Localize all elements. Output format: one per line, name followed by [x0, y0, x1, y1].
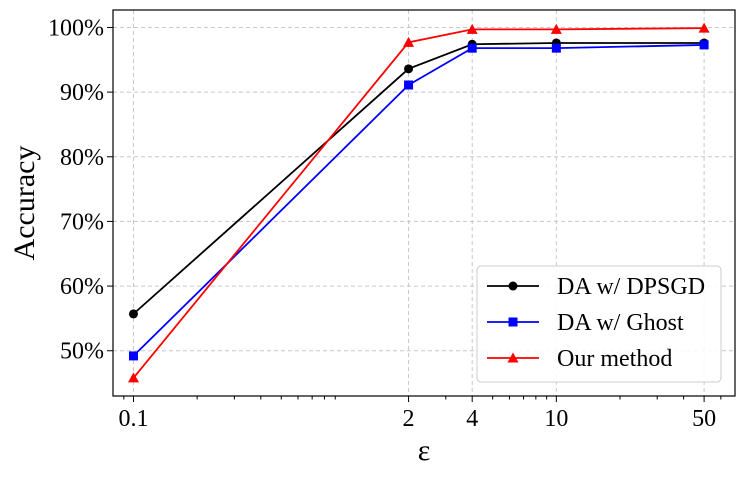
- x-axis-label: ε: [418, 434, 431, 467]
- data-point-da-w-ghost: [404, 80, 414, 90]
- data-point-da-w-dpsgd: [128, 309, 138, 319]
- data-point-our-method: [550, 23, 562, 34]
- data-point-our-method: [466, 23, 478, 34]
- series-lines: [127, 22, 710, 383]
- x-tick-label: 10: [544, 406, 568, 432]
- y-tick-label: 80%: [60, 145, 104, 171]
- data-point-da-w-ghost: [551, 43, 561, 53]
- y-axis-label: Accuracy: [8, 146, 41, 261]
- legend-marker-our-method: [507, 352, 519, 363]
- y-tick-label: 50%: [60, 339, 104, 365]
- data-point-our-method: [127, 372, 139, 383]
- legend-box: [476, 265, 722, 383]
- legend-marker-da-w-ghost: [508, 317, 518, 327]
- y-tick-label: 70%: [60, 209, 104, 235]
- data-point-da-w-ghost: [128, 351, 138, 361]
- legend-label-da-w-ghost: DA w/ Ghost: [557, 310, 684, 336]
- data-point-da-w-ghost: [467, 43, 477, 53]
- y-tick-label: 60%: [60, 274, 104, 300]
- data-point-da-w-dpsgd: [404, 64, 414, 74]
- plot-frame: [112, 9, 736, 397]
- y-tick-label: 100%: [48, 15, 104, 41]
- y-tick-label: 90%: [60, 80, 104, 106]
- x-axis-ticks: 0.1 2 4 10 50: [118, 396, 722, 432]
- x-tick-label: 4: [466, 406, 478, 432]
- legend-label-our-method: Our method: [557, 346, 672, 372]
- legend-marker-da-w-dpsgd: [508, 281, 518, 291]
- x-tick-label: 0.1: [118, 406, 148, 432]
- legend: DA w/ DPSGD DA w/ Ghost Our method: [476, 265, 722, 383]
- y-axis-ticks: 50% 60% 70% 80% 90% 100%: [48, 15, 113, 365]
- data-point-da-w-ghost: [699, 40, 709, 50]
- data-point-our-method: [698, 22, 710, 33]
- legend-label-da-w-dpsgd: DA w/ DPSGD: [557, 274, 705, 300]
- x-tick-label: 2: [403, 406, 415, 432]
- data-point-our-method: [403, 36, 415, 47]
- x-tick-label: 50: [692, 406, 716, 432]
